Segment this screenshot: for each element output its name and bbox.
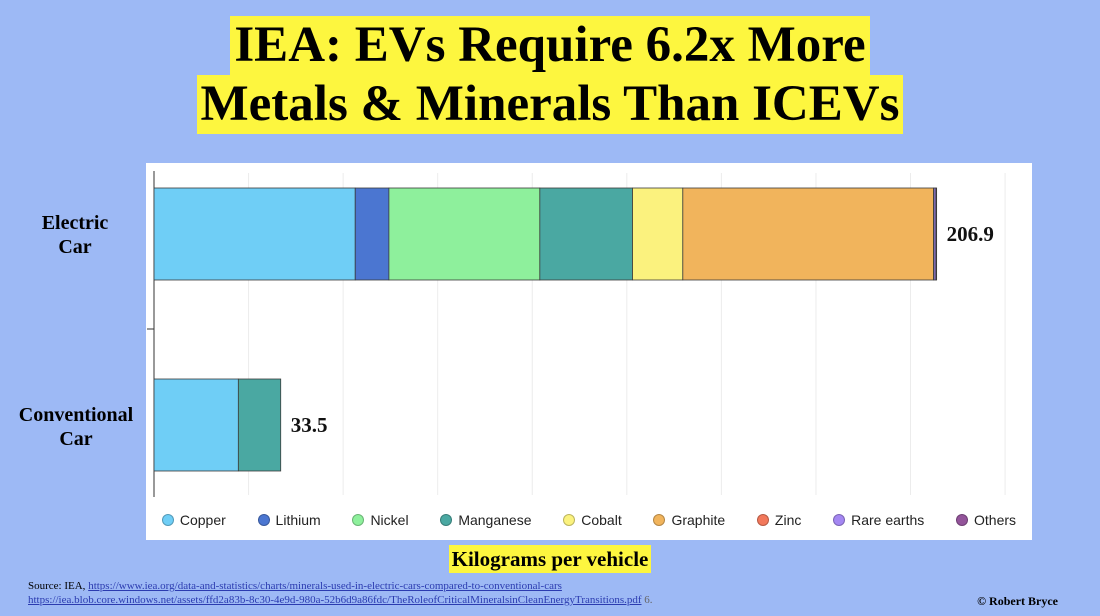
bar-segment-manganese [539, 187, 633, 281]
bar-segment-copper [153, 378, 239, 472]
source-note: Source: IEA, https://www.iea.org/data-an… [28, 579, 653, 607]
legend-label: Lithium [275, 512, 321, 528]
legend-marker-icon [563, 514, 576, 526]
source-link-2[interactable]: https://iea.blob.core.windows.net/assets… [28, 594, 642, 606]
bar-segment-lithium [354, 187, 390, 281]
bar-segment-manganese [237, 378, 282, 472]
legend-label: Others [974, 512, 1017, 528]
category-label-conventional-car: Conventional Car [8, 403, 144, 451]
bar-segment-others [935, 187, 938, 281]
legend-marker-icon [756, 514, 769, 526]
category-label-line: Car [58, 236, 92, 258]
chart-area: 206.9 33.5 [146, 163, 1032, 540]
bar-segment-graphite [682, 187, 934, 281]
legend-marker-icon [956, 514, 969, 526]
legend-label: Rare earths [851, 512, 925, 528]
legend-label: Manganese [458, 512, 532, 528]
category-label-electric-car: Electric Car [20, 211, 130, 259]
category-label-line: Conventional [18, 404, 134, 426]
stacked-bar-chart: 206.9 33.5 [147, 171, 1006, 497]
source-prefix: Source: IEA, [28, 580, 86, 592]
legend-label: Graphite [671, 512, 726, 528]
total-label: 206.9 [947, 222, 994, 246]
source-suffix: 6. [644, 594, 653, 606]
total-label: 33.5 [291, 413, 328, 437]
bar-segment-nickel [388, 187, 541, 281]
legend-item: Lithium [257, 512, 321, 528]
legend-marker-icon [161, 514, 174, 526]
title-line-2: Metals & Minerals Than ICEVs [196, 75, 904, 134]
legend-marker-icon [352, 514, 365, 526]
legend-item: Zinc [756, 512, 802, 528]
x-axis-label: Kilograms per vehicle [0, 545, 1100, 573]
legend-marker-icon [653, 514, 666, 526]
legend-item: Others [956, 512, 1016, 528]
bar-segment-copper [153, 187, 356, 281]
title-line-1: IEA: EVs Require 6.2x More [230, 16, 870, 75]
bar-segment-cobalt [632, 187, 684, 281]
legend-item: Nickel [352, 512, 409, 528]
legend-label: Nickel [370, 512, 409, 528]
legend-item: Copper [161, 512, 226, 528]
x-axis-label-text: Kilograms per vehicle [448, 545, 652, 573]
legend-marker-icon [440, 514, 453, 526]
legend-marker-icon [257, 514, 270, 526]
legend-item: Cobalt [563, 512, 622, 528]
legend-item: Rare earths [833, 512, 924, 528]
category-label-line: Car [59, 428, 93, 450]
legend: Copper Lithium Nickel Manganese Cobalt Graphi… [146, 505, 1032, 535]
source-link-1[interactable]: https://www.iea.org/data-and-statistics/… [88, 580, 562, 592]
category-label-line: Electric [41, 212, 109, 234]
legend-marker-icon [833, 514, 846, 526]
legend-item: Manganese [440, 512, 531, 528]
chart-title: IEA: EVs Require 6.2x More Metals & Mine… [0, 16, 1100, 134]
legend-item: Graphite [653, 512, 725, 528]
copyright: © Robert Bryce [977, 594, 1058, 608]
legend-label: Zinc [774, 512, 802, 528]
legend-label: Cobalt [581, 512, 622, 528]
legend-label: Copper [179, 512, 226, 528]
